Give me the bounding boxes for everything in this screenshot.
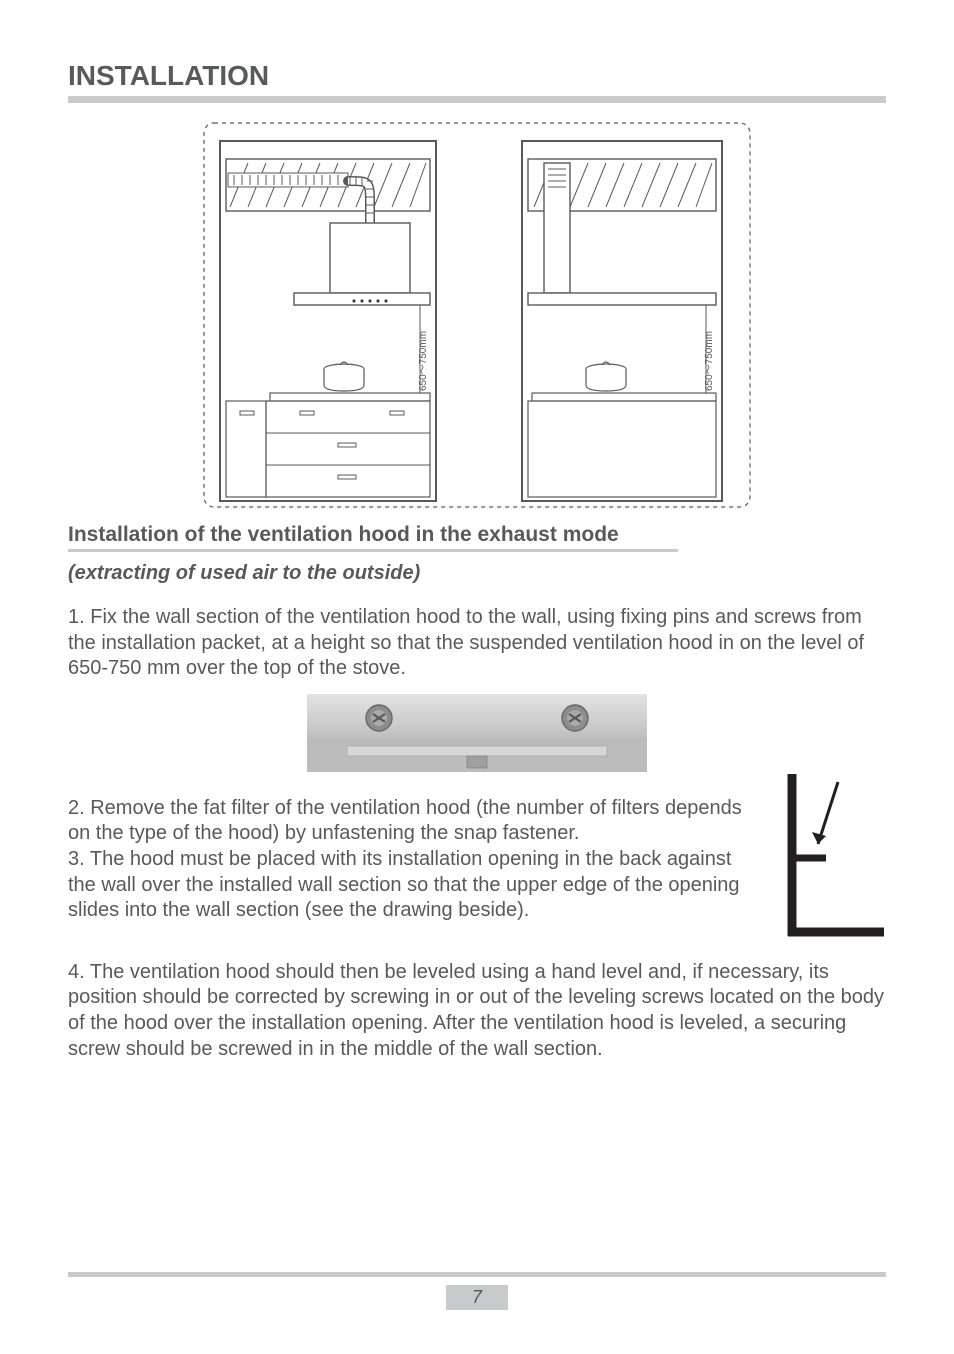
paragraph-4: 4. The ventilation hood should then be l…	[68, 960, 886, 1062]
page-title: INSTALLATION	[68, 60, 886, 92]
footer-rule	[68, 1272, 886, 1277]
subheading-rule	[68, 549, 678, 552]
page-footer: 7	[68, 1272, 886, 1310]
installation-diagram: 650～750mm	[68, 115, 886, 515]
paragraph-1: 1. Fix the wall section of the ventilati…	[68, 605, 886, 682]
wall-section-photo	[68, 694, 886, 772]
subheading: Installation of the ventilation hood in …	[68, 523, 886, 547]
title-rule	[68, 96, 886, 103]
diagram-svg: 650～750mm	[204, 123, 750, 507]
bracket-hook-diagram	[770, 770, 886, 946]
italic-subheading: (extracting of used air to the outside)	[68, 562, 886, 585]
dim-label-2: 650～750mm	[704, 331, 715, 391]
page-number: 7	[446, 1285, 508, 1310]
paragraph-2-3: 2. Remove the fat filter of the ventilat…	[68, 796, 752, 924]
dim-label-1: 650～750mm	[418, 331, 429, 391]
